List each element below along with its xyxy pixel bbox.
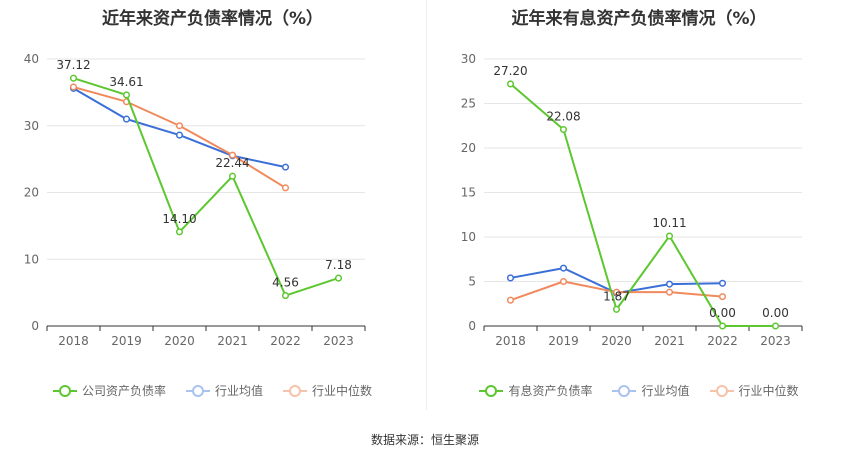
x-tick-label: 2020 — [601, 334, 632, 348]
chart-title: 近年来有息资产负债率情况（%） — [511, 9, 767, 29]
data-label: 1.87 — [603, 289, 630, 303]
x-tick-label: 2023 — [760, 334, 791, 348]
data-point[interactable] — [559, 264, 568, 272]
y-tick-label: 30 — [461, 52, 476, 66]
data-label: 37.12 — [56, 58, 90, 72]
x-tick-label: 2023 — [323, 334, 354, 348]
legend-line-icon — [612, 384, 637, 397]
x-tick-label: 2021 — [654, 334, 685, 348]
data-point[interactable] — [718, 279, 727, 287]
y-tick-label: 20 — [24, 186, 39, 200]
series-line-company — [509, 83, 776, 327]
chart-debt-ratio: 0 10 20 30 40 2018 2019 2020 2021 2022 2023 37.12 34… — [24, 52, 366, 348]
legend-item-company[interactable]: 有息资产负债率 — [479, 382, 592, 399]
y-tick-label: 10 — [461, 230, 476, 244]
legend-line-icon — [479, 384, 504, 397]
data-point[interactable] — [281, 292, 290, 300]
y-tick-label: 0 — [31, 319, 39, 333]
x-tick-label: 2018 — [495, 334, 526, 348]
chart-panel-debt-ratio: 近年来资产负债率情况（%） 0 10 20 30 40 2018 2019 2020 2021 2… — [0, 0, 425, 420]
data-source: 数据来源：恒生聚源 — [370, 433, 479, 447]
data-label: 4.56 — [272, 276, 299, 290]
data-label: 0.00 — [762, 306, 789, 320]
y-tick-label: 30 — [24, 119, 39, 133]
data-label: 7.18 — [325, 258, 352, 272]
data-point[interactable] — [559, 125, 568, 134]
chart-interest-debt-ratio: 0 5 10 15 20 25 30 2018 2019 2020 2021 2022 2023 27.2… — [461, 52, 803, 348]
legend: 有息资产负债率 行业均值 行业中位数 — [428, 382, 850, 399]
legend-item-industry-median[interactable]: 行业中位数 — [283, 382, 372, 399]
y-tick-label: 40 — [24, 52, 39, 66]
x-tick-label: 2022 — [270, 334, 301, 348]
y-tick-label: 10 — [24, 252, 39, 266]
data-point[interactable] — [175, 131, 184, 139]
data-point[interactable] — [612, 288, 621, 296]
y-tick-label: 25 — [461, 97, 476, 111]
data-point[interactable] — [69, 74, 78, 82]
legend-line-icon — [185, 384, 210, 397]
legend-label: 行业中位数 — [738, 384, 799, 398]
data-point[interactable] — [281, 184, 290, 192]
data-point[interactable] — [175, 228, 184, 236]
legend-item-industry-median[interactable]: 行业中位数 — [709, 382, 799, 399]
legend-line-icon — [709, 384, 734, 397]
data-point[interactable] — [665, 280, 674, 288]
legend-label: 公司资产负债率 — [81, 384, 166, 398]
x-tick-label: 2019 — [111, 334, 142, 348]
data-label: 22.44 — [215, 156, 249, 170]
data-point[interactable] — [559, 277, 568, 286]
chart-panel-interest-debt-ratio: 近年来有息资产负债率情况（%） 0 5 10 15 20 25 30 2018 2019 2020… — [428, 0, 850, 420]
data-point[interactable] — [718, 293, 727, 301]
x-tick-label: 2019 — [548, 334, 579, 348]
data-point[interactable] — [69, 83, 78, 91]
data-label: 14.10 — [162, 212, 196, 226]
data-point[interactable] — [122, 91, 131, 99]
data-point[interactable] — [228, 151, 237, 159]
data-point[interactable] — [771, 322, 780, 330]
legend: 公司资产负债率 行业均值 行业中位数 — [0, 382, 425, 399]
y-tick-label: 0 — [468, 319, 476, 333]
data-point[interactable] — [665, 288, 674, 296]
y-tick-label: 15 — [461, 186, 476, 200]
x-tick-label: 2021 — [217, 334, 248, 348]
legend-label: 行业均值 — [214, 384, 263, 398]
data-point[interactable] — [281, 163, 290, 171]
legend-line-icon — [283, 384, 307, 397]
series-line-company — [73, 77, 339, 297]
y-tick-label: 20 — [461, 141, 476, 155]
data-label: 10.11 — [652, 216, 686, 230]
x-tick-label: 2018 — [58, 334, 89, 348]
data-point[interactable] — [334, 274, 343, 282]
legend-item-industry-avg[interactable]: 行业均值 — [185, 382, 263, 399]
data-point[interactable] — [506, 80, 515, 88]
chart-title: 近年来资产负债率情况（%） — [101, 9, 324, 29]
legend-line-icon — [52, 384, 77, 397]
legend-label: 有息资产负债率 — [508, 384, 593, 398]
x-tick-label: 2022 — [707, 334, 738, 348]
data-label: 27.20 — [493, 64, 527, 78]
data-point[interactable] — [122, 115, 131, 123]
legend-label: 行业中位数 — [312, 384, 373, 398]
x-tick-label: 2020 — [164, 334, 195, 348]
data-point[interactable] — [175, 122, 184, 130]
data-point[interactable] — [506, 296, 515, 304]
legend-item-company[interactable]: 公司资产负债率 — [52, 382, 166, 399]
data-point[interactable] — [665, 232, 674, 240]
data-point[interactable] — [506, 274, 515, 282]
y-tick-label: 5 — [468, 275, 476, 289]
data-point[interactable] — [228, 172, 237, 180]
data-label: 34.61 — [109, 75, 143, 89]
panel-divider — [426, 0, 427, 410]
data-point[interactable] — [718, 322, 727, 330]
data-point[interactable] — [612, 305, 621, 313]
legend-item-industry-avg[interactable]: 行业均值 — [612, 382, 690, 399]
data-label: 22.08 — [546, 109, 580, 123]
data-label: 0.00 — [709, 306, 736, 320]
legend-label: 行业均值 — [641, 384, 690, 398]
